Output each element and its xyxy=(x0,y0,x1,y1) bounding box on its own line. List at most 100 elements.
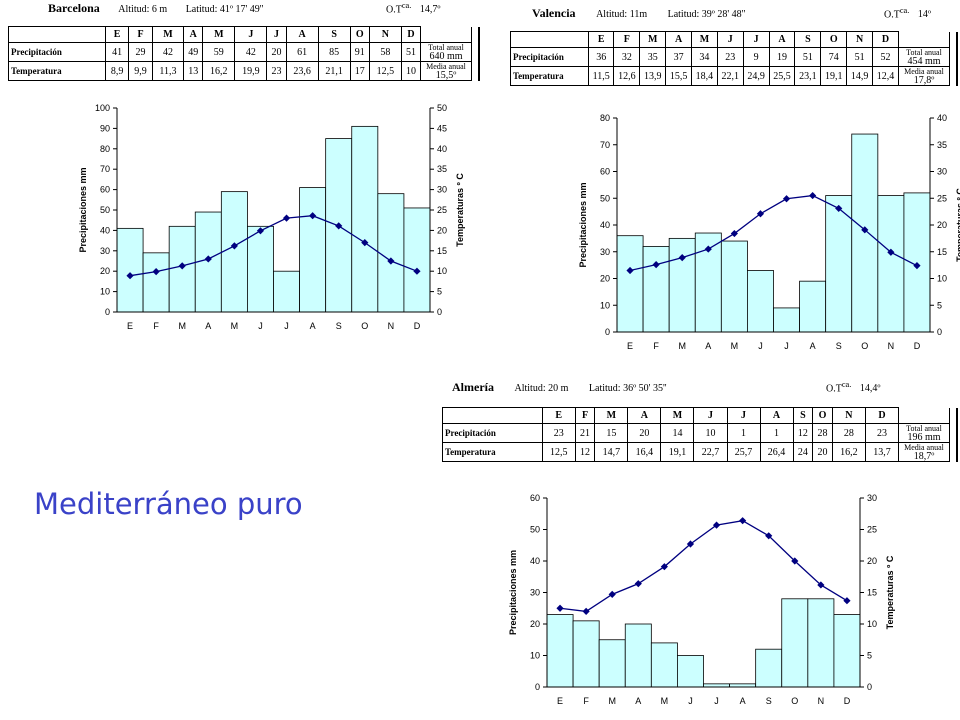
precip-cell: 42 xyxy=(234,42,268,62)
precip-cell: 42 xyxy=(151,42,185,62)
station-name: Valencia xyxy=(532,6,576,20)
right-tick-label: 20 xyxy=(937,220,947,230)
annual-temp-label: Media anual xyxy=(904,67,944,76)
temp-cell: 18,4 xyxy=(691,66,718,86)
month-header-cell: A xyxy=(285,26,319,43)
precip-bar xyxy=(747,270,774,333)
annual-temp-cell: Media anual 17,8º xyxy=(898,66,950,86)
temperature-point xyxy=(782,195,791,203)
precip-cell: 91 xyxy=(349,42,370,62)
month-header-cell: N xyxy=(846,31,874,48)
temperature-point xyxy=(282,214,291,222)
month-tick-label: S xyxy=(766,696,772,706)
temp-cell: 19,1 xyxy=(820,66,848,86)
annual-precip-cell: Total anual 196 mm xyxy=(898,423,950,443)
left-tick-label: 50 xyxy=(600,193,610,203)
temperature-point xyxy=(556,604,564,612)
temp-cell: 16,2 xyxy=(202,61,236,81)
precip-bar xyxy=(247,225,274,313)
latitud-value: 36º 50' 35'' xyxy=(623,383,667,394)
month-tick-label: A xyxy=(310,321,316,331)
climograph-valencia: 0 10 20 30 40 50 60 70 80 0 5 10 15 20 25 30 35 40 E F M A M J J… xyxy=(578,113,960,351)
right-tick-label: 50 xyxy=(437,103,447,113)
right-tick-label: 30 xyxy=(867,493,877,503)
annual-precip-value: 454 mm xyxy=(907,56,941,67)
month-header-cell: F xyxy=(574,407,596,424)
y-axis-label: Precipitaciones mm xyxy=(578,182,588,267)
precip-cell: 21 xyxy=(574,423,596,443)
temp-row: Temperatura 8,9 9,9 11,3 13 16,2 19,9 23 23,6 21,… xyxy=(8,61,480,81)
precip-bar xyxy=(833,614,861,688)
month-tick-label: M xyxy=(661,696,669,706)
annual-temp-value: 15,5º xyxy=(435,70,457,81)
y2-axis-label: Temperaturas º C xyxy=(455,173,465,247)
temperature-point xyxy=(660,563,668,571)
precip-row: Precipitación 23 21 15 20 14 10 1 1 12 28 28 23 Total… xyxy=(442,423,958,443)
temperature-point xyxy=(634,580,642,588)
left-tick-label: 40 xyxy=(100,225,110,235)
temperature-point xyxy=(582,607,590,615)
right-tick-label: 5 xyxy=(437,287,442,297)
temperature-point xyxy=(835,204,843,213)
temperature-line xyxy=(629,194,918,272)
temp-cell: 23,6 xyxy=(285,61,319,81)
precip-row-label: Precipitación xyxy=(442,423,543,443)
temp-cell: 23,1 xyxy=(794,66,822,86)
precip-cell: 12 xyxy=(792,423,814,443)
precip-row-label: Precipitación xyxy=(509,47,590,67)
precip-bar xyxy=(598,639,626,688)
table-edge xyxy=(949,442,958,462)
header-corner-cell xyxy=(442,407,543,424)
table-edge xyxy=(949,31,958,48)
month-header-cell: J xyxy=(266,26,287,43)
precip-bar xyxy=(773,307,800,333)
right-tick-label: 40 xyxy=(437,144,447,154)
climate-table-almeria: E F M A M J J A S O N D Precipitación 23 21 15 20 14 10 1 1 1… xyxy=(442,407,958,462)
y-axis-label: Precipitaciones mm xyxy=(508,550,518,635)
temp-cell: 23 xyxy=(266,61,287,81)
month-header-cell: F xyxy=(613,31,641,48)
temperature-point xyxy=(730,229,738,238)
latitud-value: 41º 17' 49'' xyxy=(219,4,264,15)
right-tick-label: 20 xyxy=(437,225,447,235)
otca-sup: ca. xyxy=(899,6,910,15)
month-header-cell: J xyxy=(726,407,761,424)
precip-cell: 9 xyxy=(742,47,770,67)
temp-cell: 26,4 xyxy=(759,442,794,462)
month-tick-label: N xyxy=(818,696,825,706)
otca-value: 14,4º xyxy=(859,383,881,395)
temp-row: Temperatura 11,5 12,6 13,9 15,5 18,4 22,1 24,9 2… xyxy=(509,66,958,86)
month-tick-label: A xyxy=(205,321,211,331)
temperature-point xyxy=(152,268,160,276)
page-heading: Mediterráneo puro xyxy=(34,487,303,521)
left-tick-label: 50 xyxy=(100,205,110,215)
right-tick-label: 5 xyxy=(937,300,942,310)
month-header-cell: S xyxy=(792,407,814,424)
precip-cell: 23 xyxy=(864,423,900,443)
precip-bar xyxy=(755,648,783,688)
left-tick-label: 80 xyxy=(100,144,110,154)
precip-bar xyxy=(273,270,300,313)
month-header-cell: E xyxy=(104,26,130,43)
altitud-label: Altitud: xyxy=(118,4,150,15)
precip-bar xyxy=(377,193,405,313)
precip-bar xyxy=(299,187,327,313)
month-header-cell: O xyxy=(349,26,370,43)
temperature-line xyxy=(559,519,848,613)
precip-cell: 49 xyxy=(183,42,204,62)
month-tick-label: N xyxy=(888,341,895,351)
temperature-point xyxy=(387,257,395,265)
temp-row: Temperatura 12,5 12 14,7 16,4 19,1 22,7 25,7 26,… xyxy=(442,442,958,462)
month-tick-label: E xyxy=(627,341,633,351)
temp-cell: 13,7 xyxy=(864,442,900,462)
month-header-cell: M xyxy=(202,26,236,43)
precip-cell: 59 xyxy=(202,42,236,62)
month-header-cell: E xyxy=(541,407,576,424)
month-header-cell: D xyxy=(400,26,422,43)
month-header-cell: M xyxy=(660,407,695,424)
station-name: Barcelona xyxy=(48,1,100,15)
climate-table-barcelona: E F M A M J J A S O N D Precipitación 41 29 42 49 59 42 20 6… xyxy=(8,26,480,81)
precip-row: Precipitación 41 29 42 49 59 42 20 61 85 91 58 51 Tot… xyxy=(8,42,480,62)
temp-row-label: Temperatura xyxy=(509,66,590,86)
precip-bar xyxy=(799,280,827,333)
